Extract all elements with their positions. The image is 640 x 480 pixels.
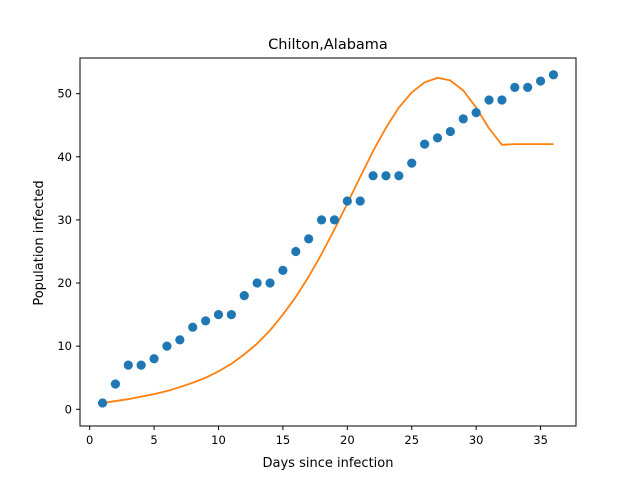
x-axis-label: Days since infection	[263, 456, 394, 471]
data-point	[432, 133, 443, 143]
axes: 0 5 10 15 20 25 30 35 0 10 20 30 40 50	[57, 57, 577, 447]
x-tick-label: 25	[404, 433, 419, 447]
data-point	[123, 360, 133, 370]
data-point	[471, 108, 481, 118]
data-point	[136, 360, 146, 370]
plot-frame	[79, 57, 577, 427]
data-point	[226, 309, 236, 320]
x-tick-label: 5	[150, 433, 157, 447]
data-point	[445, 126, 455, 137]
data-point	[368, 171, 378, 181]
data-point	[188, 322, 198, 332]
chart-title: Chilton,Alabama	[268, 37, 388, 53]
data-point	[252, 278, 262, 288]
data-point	[175, 335, 185, 345]
data-point	[355, 196, 365, 206]
data-point	[110, 379, 121, 389]
data-point	[484, 95, 494, 105]
data-point	[239, 291, 249, 301]
x-tick-label: 0	[86, 433, 93, 447]
data-point	[510, 82, 520, 92]
data-point	[201, 316, 211, 326]
data-point	[162, 341, 172, 351]
data-point	[381, 171, 391, 181]
data-point	[329, 215, 340, 225]
x-tick-label: 35	[533, 433, 548, 447]
y-tick-label: 0	[65, 402, 72, 416]
y-tick-label: 40	[57, 150, 72, 164]
data-point	[278, 265, 288, 275]
data-point	[149, 354, 159, 364]
x-tick-label: 10	[211, 433, 226, 447]
data-point	[523, 82, 533, 92]
data-point	[342, 196, 352, 206]
data-point	[535, 76, 546, 86]
x-tick-label: 30	[469, 433, 484, 447]
data-point	[394, 171, 404, 181]
data-point	[420, 139, 430, 149]
x-tick-label: 20	[340, 433, 355, 447]
y-tick-label: 10	[57, 339, 72, 353]
data-point	[458, 114, 468, 124]
data-point	[291, 246, 301, 257]
y-axis-label: Population infected	[32, 180, 47, 305]
data-point	[304, 234, 314, 244]
data-point	[97, 398, 108, 408]
data-point	[407, 158, 417, 168]
data-point	[497, 95, 507, 105]
data-point	[213, 309, 224, 320]
data-point	[316, 215, 327, 225]
y-tick-label: 20	[57, 276, 72, 290]
data-point	[265, 278, 275, 288]
data-point	[548, 70, 559, 80]
plot-area	[97, 70, 559, 408]
y-tick-label: 50	[57, 87, 72, 101]
y-tick-label: 30	[57, 213, 72, 227]
x-tick-label: 15	[276, 433, 291, 447]
